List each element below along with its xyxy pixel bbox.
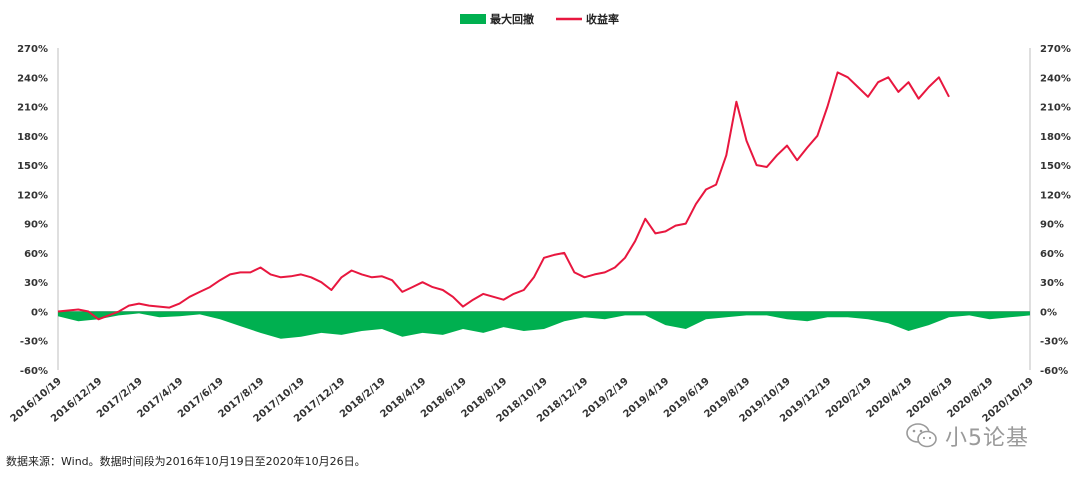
return-line bbox=[57, 71, 950, 321]
y-tick-left: 60% bbox=[24, 249, 48, 260]
y-tick-right: 210% bbox=[1040, 103, 1071, 114]
legend-swatch-drawdown bbox=[460, 14, 486, 24]
y-tick-right: 240% bbox=[1040, 73, 1071, 84]
y-tick-left: 270% bbox=[17, 44, 48, 55]
legend-label: 收益率 bbox=[586, 12, 619, 26]
y-tick-right: 60% bbox=[1040, 249, 1064, 260]
y-tick-right: -60% bbox=[1040, 366, 1068, 377]
y-tick-right: 90% bbox=[1040, 220, 1064, 231]
y-tick-right: 180% bbox=[1040, 132, 1071, 143]
watermark: 小5论基 bbox=[905, 416, 1055, 456]
wechat-icon bbox=[906, 423, 937, 448]
y-tick-right: 30% bbox=[1040, 278, 1064, 289]
y-tick-right: 120% bbox=[1040, 190, 1071, 201]
y-tick-left: 210% bbox=[17, 103, 48, 114]
plot-area bbox=[57, 48, 1031, 370]
source-note: 数据来源：Wind。数据时间段为2016年10月19日至2020年10月26日。 bbox=[6, 455, 366, 468]
drawdown-area bbox=[58, 311, 1030, 339]
x-axis: 2016/10/192016/12/192017/2/192017/4/1920… bbox=[9, 376, 1036, 425]
y-tick-left: 150% bbox=[17, 161, 48, 172]
y-axis-right: 270% 240% 210% 180% 150% 120% 90% 60% 30% 0% -30% -… bbox=[1040, 44, 1071, 377]
y-tick-left: -30% bbox=[20, 337, 48, 348]
y-tick-left: 180% bbox=[17, 132, 48, 143]
legend: 最大回撤 收益率 bbox=[460, 12, 619, 26]
y-axis-left: 270% 240% 210% 180% 150% 120% 90% 60% 30% 0% -30% -… bbox=[17, 44, 48, 377]
y-tick-left: -60% bbox=[20, 366, 48, 377]
y-tick-left: 120% bbox=[17, 190, 48, 201]
y-tick-right: 270% bbox=[1040, 44, 1071, 55]
y-tick-left: 30% bbox=[24, 278, 48, 289]
watermark-text: 小5论基 bbox=[945, 426, 1029, 451]
y-tick-left: 90% bbox=[24, 220, 48, 231]
y-tick-right: 0% bbox=[1040, 307, 1057, 318]
legend-label: 最大回撤 bbox=[490, 12, 534, 26]
y-tick-right: 150% bbox=[1040, 161, 1071, 172]
y-tick-left: 240% bbox=[17, 73, 48, 84]
y-tick-right: -30% bbox=[1040, 337, 1068, 348]
y-tick-left: 0% bbox=[31, 307, 48, 318]
